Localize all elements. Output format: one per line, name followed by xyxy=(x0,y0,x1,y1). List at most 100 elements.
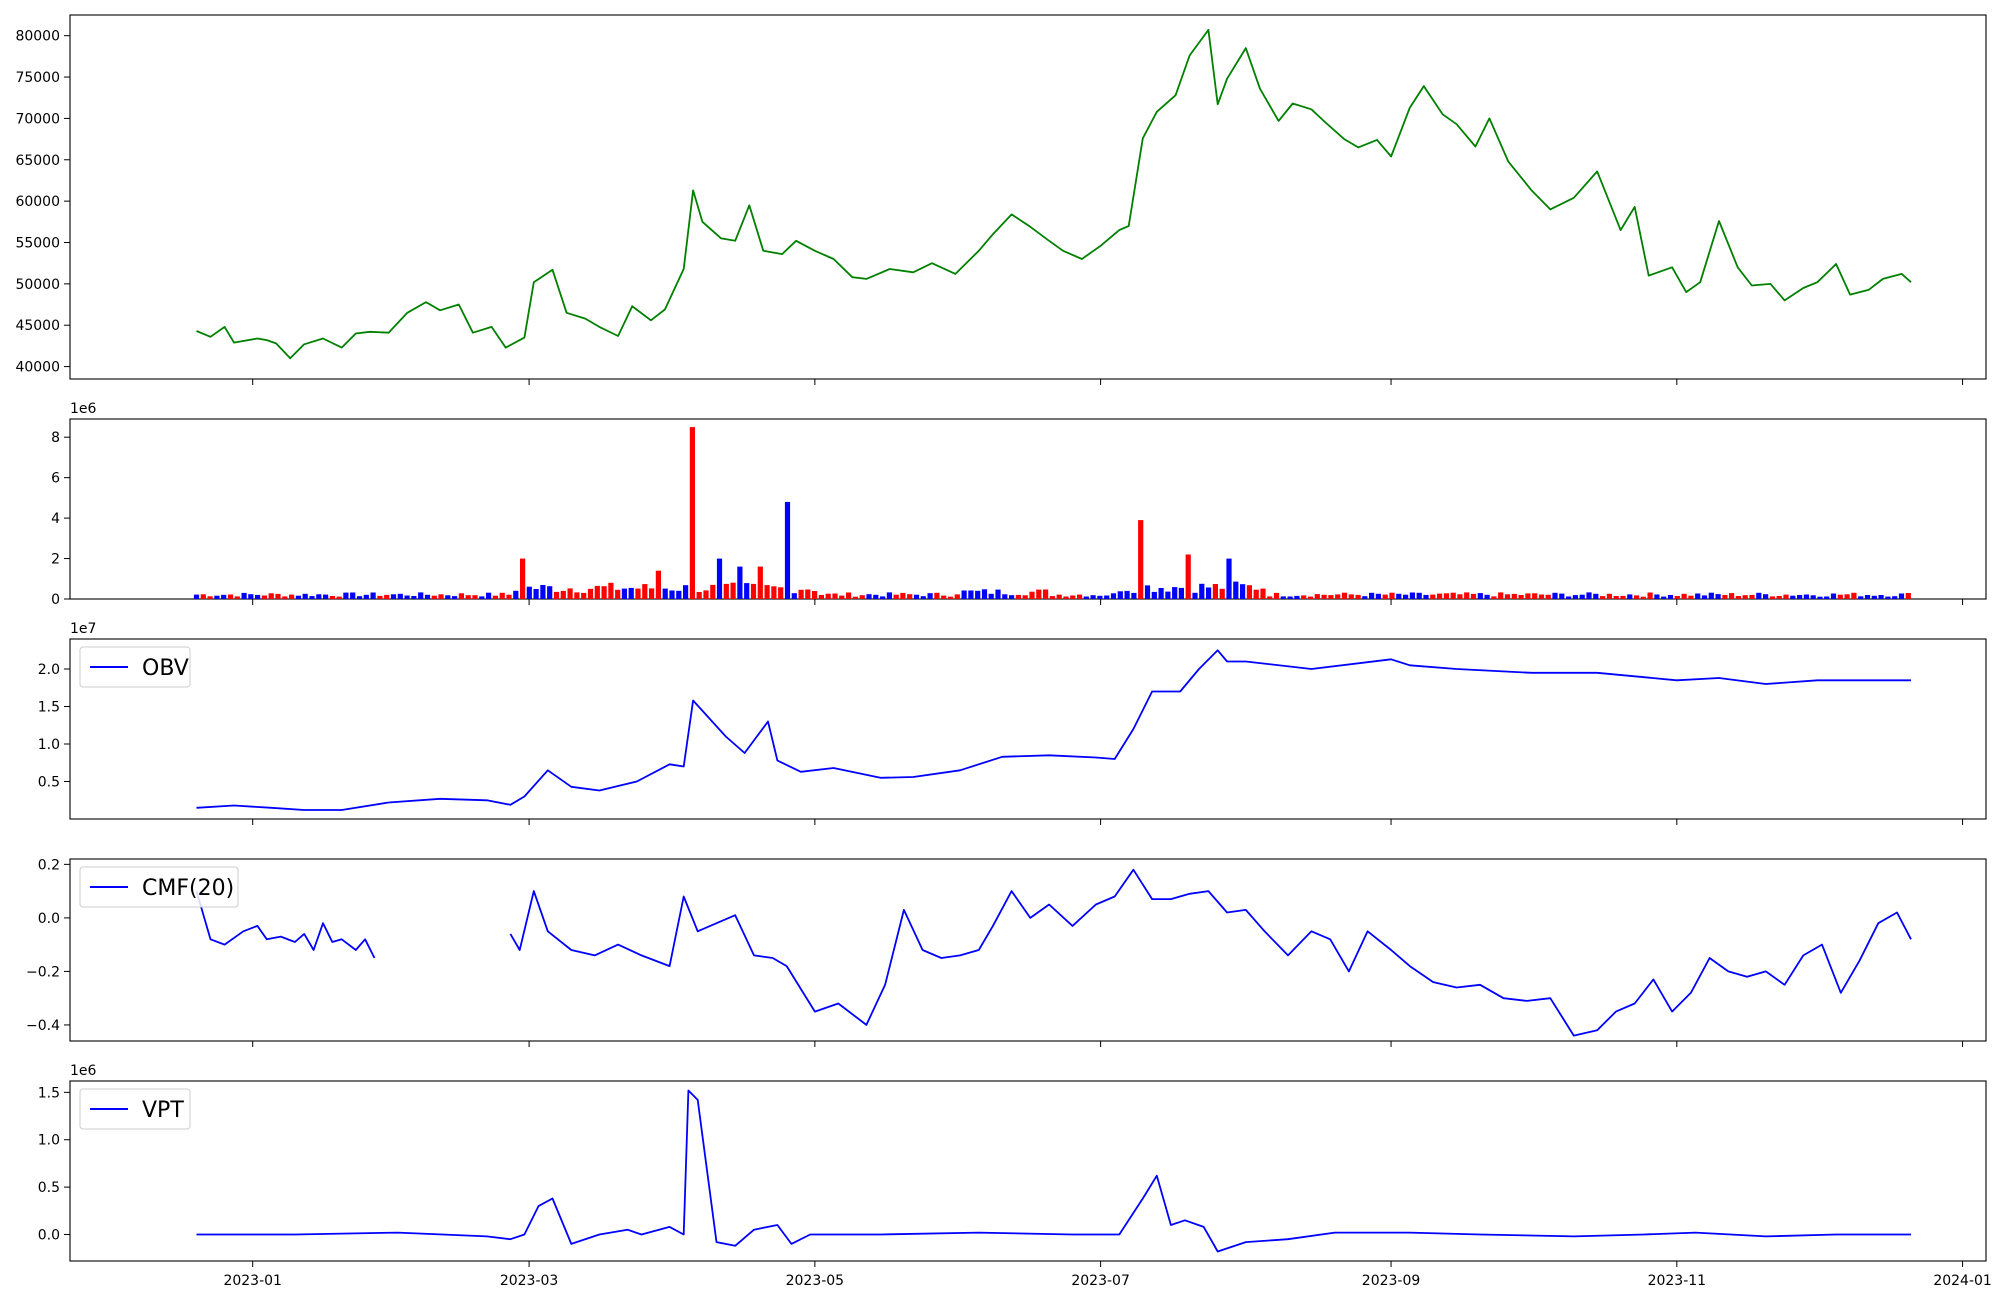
volume-bar xyxy=(689,427,695,599)
volume-bar xyxy=(1464,592,1470,599)
volume-bar xyxy=(1437,593,1443,599)
volume-bar xyxy=(411,596,417,599)
volume-bar xyxy=(1124,590,1130,599)
obv-line xyxy=(196,649,1911,811)
volume-bar xyxy=(1837,594,1843,599)
volume-bar xyxy=(1172,587,1178,599)
volume-bar xyxy=(336,596,342,599)
volume-bar xyxy=(1600,596,1606,599)
volume-bar xyxy=(703,590,709,599)
volume-bar xyxy=(608,582,614,599)
volume-bar xyxy=(1871,595,1877,599)
volume-bar xyxy=(1491,596,1497,599)
volume-bar xyxy=(1104,595,1110,599)
volume-bar xyxy=(1627,594,1633,599)
volume-bar xyxy=(1369,592,1375,599)
volume-bar xyxy=(1735,596,1741,599)
volume-bar xyxy=(1083,596,1089,599)
volume-bar xyxy=(1803,594,1809,599)
volume-bar xyxy=(255,594,261,599)
price-line xyxy=(196,29,1912,360)
x-tick-label: 2023-05 xyxy=(786,1273,845,1289)
volume-bar xyxy=(1858,596,1864,599)
volume-bar xyxy=(1375,593,1381,599)
volume-bar xyxy=(479,596,485,599)
volume-bar xyxy=(207,596,213,599)
volume-bar xyxy=(553,591,560,599)
volume-bar xyxy=(1341,592,1348,599)
volume-bar xyxy=(1192,592,1198,599)
legend-label: OBV xyxy=(142,656,189,681)
volume-bar xyxy=(1199,583,1205,599)
volume-bar xyxy=(323,594,329,599)
obv-panel-frame xyxy=(69,638,1987,820)
x-tick-label: 2024-01 xyxy=(1933,1273,1992,1289)
volume-bar xyxy=(621,588,627,599)
volume-bar xyxy=(676,590,682,599)
y-tick-label: 0.2 xyxy=(38,857,60,873)
volume-bar xyxy=(975,590,981,599)
volume-bar xyxy=(1769,596,1775,599)
volume-bar xyxy=(744,583,750,599)
volume-bar xyxy=(954,594,960,599)
volume-bar xyxy=(397,593,403,599)
volume-bar xyxy=(1783,594,1789,599)
volume-bar xyxy=(1273,592,1280,599)
volume-bar xyxy=(1742,595,1748,599)
volume-bar xyxy=(1640,596,1646,599)
volume-bar xyxy=(1022,595,1028,599)
volume-bar xyxy=(445,595,451,599)
legend-box xyxy=(79,646,191,688)
volume-bar xyxy=(1593,593,1599,599)
volume-bar xyxy=(1348,594,1354,599)
volume-bar xyxy=(1335,594,1341,599)
volume-bar xyxy=(859,595,865,599)
volume-bar xyxy=(594,585,600,599)
volume-bar xyxy=(662,588,668,599)
x-tick-label: 2023-07 xyxy=(1071,1273,1130,1289)
volume-bar xyxy=(309,596,315,599)
x-tick-label: 2023-09 xyxy=(1362,1273,1421,1289)
legend-label: VPT xyxy=(142,1098,184,1123)
y-tick-label: 55000 xyxy=(15,236,60,252)
volume-bar xyxy=(635,588,641,599)
volume-bar xyxy=(846,592,852,599)
volume-bar xyxy=(1905,593,1911,599)
volume-bar xyxy=(431,595,437,599)
volume-bar xyxy=(1070,595,1076,599)
volume-bar xyxy=(581,592,587,599)
volume-bar xyxy=(1484,594,1490,599)
volume-bar xyxy=(649,588,655,599)
volume-bar xyxy=(1240,584,1246,599)
volume-bar xyxy=(1206,587,1212,599)
volume-bar xyxy=(1165,591,1171,599)
volume-bar xyxy=(1015,594,1021,599)
volume-bar xyxy=(1606,593,1612,599)
volume-bar xyxy=(1294,595,1300,599)
volume-bar xyxy=(1185,554,1191,599)
volume-bar xyxy=(1749,594,1755,599)
volume-bar xyxy=(1029,591,1035,599)
volume-bar xyxy=(900,592,906,599)
volume-bar xyxy=(1077,594,1083,599)
y-tick-label: −0.2 xyxy=(26,964,60,980)
volume-bar xyxy=(1830,593,1837,599)
volume-bar xyxy=(214,595,220,599)
volume-bar xyxy=(1246,585,1252,599)
volume-bar xyxy=(268,593,274,599)
volume-bar xyxy=(248,594,254,599)
volume-bar xyxy=(723,583,729,599)
volume-bar xyxy=(370,592,376,599)
volume-bar xyxy=(913,594,920,599)
volume-bar xyxy=(465,595,471,599)
volume-bar xyxy=(1620,595,1626,599)
volume-bar xyxy=(1552,592,1558,599)
volume-bar xyxy=(737,566,743,599)
volume-bar xyxy=(1504,594,1511,599)
volume-bar xyxy=(1715,594,1721,599)
volume-bar xyxy=(981,589,988,599)
volume-bar xyxy=(1382,594,1388,599)
volume-bar xyxy=(1226,558,1232,599)
volume-bar xyxy=(818,595,824,599)
